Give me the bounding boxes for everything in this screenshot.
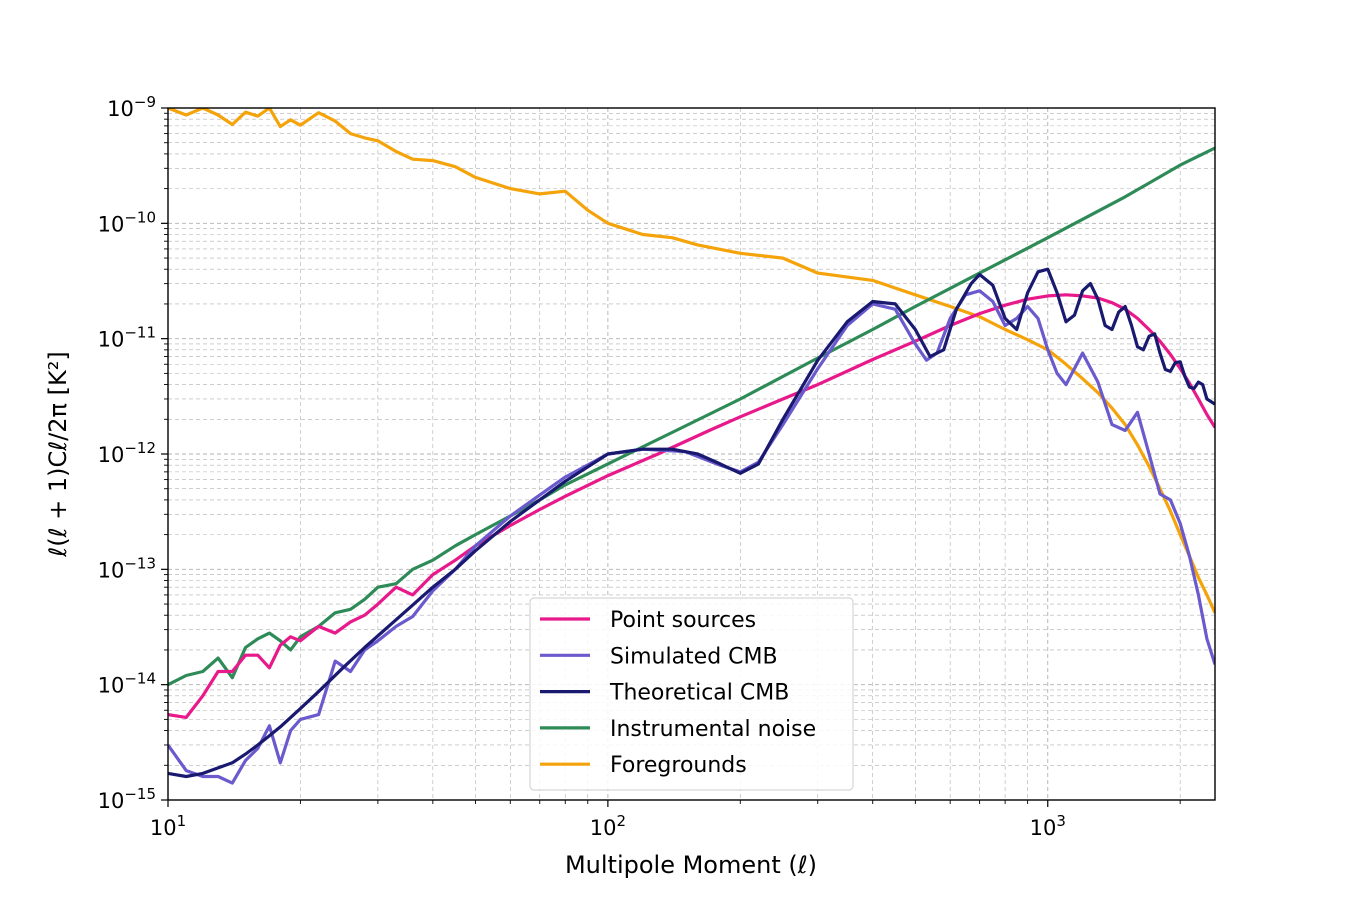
x-tick-label: 101 — [150, 812, 186, 840]
grid-lines — [167, 107, 1215, 801]
x-tick-label: 102 — [590, 812, 626, 840]
y-tick-label: 10−9 — [107, 93, 156, 121]
legend: Point sources Simulated CMB Theoretical CM… — [529, 597, 854, 791]
legend-label: Instrumental noise — [610, 717, 816, 742]
legend-box — [529, 597, 854, 791]
axis-ticks: 101 102 103 10−9 10−10 10−11 10−12 10−13 10−14 10… — [98, 93, 1181, 840]
legend-label: Foregrounds — [610, 753, 747, 778]
y-tick-label: 10−12 — [98, 439, 156, 467]
y-tick-label: 10−10 — [98, 208, 156, 236]
x-tick-label: 103 — [1030, 812, 1066, 840]
y-tick-label: 10−15 — [98, 785, 156, 813]
series-line-instrumental-noise — [168, 146, 1215, 687]
legend-label: Simulated CMB — [610, 644, 778, 669]
y-tick-label: 10−13 — [98, 554, 156, 582]
legend-label: Point sources — [610, 608, 756, 633]
series-line-point-sources — [168, 293, 1215, 719]
y-tick-label: 10−11 — [98, 324, 156, 352]
series-layer — [168, 108, 1215, 785]
y-axis-label: ℓ(ℓ + 1)Cℓ/2π [K²] — [44, 351, 72, 557]
series-line-foregrounds — [168, 108, 1215, 614]
y-tick-label: 10−14 — [98, 670, 156, 698]
series-line-simulated-cmb — [168, 289, 1215, 785]
series-line-theoretical-cmb — [168, 267, 1215, 779]
x-axis-label: Multipole Moment (ℓ) — [565, 851, 817, 879]
legend-label: Theoretical CMB — [609, 681, 789, 706]
